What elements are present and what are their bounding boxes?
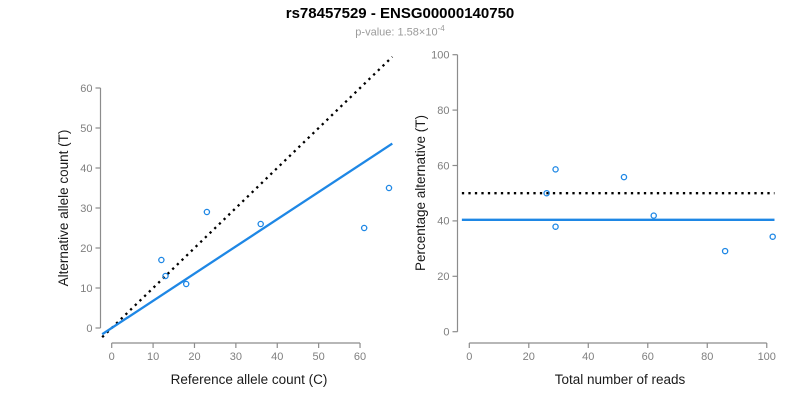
x-axis-title: Total number of reads: [555, 372, 686, 387]
y-tick-label: 0: [86, 323, 92, 335]
identity-line: [101, 55, 394, 339]
x-tick-label: 40: [582, 351, 594, 363]
y-tick-label: 20: [80, 243, 92, 255]
y-tick-label: 50: [80, 123, 92, 135]
data-point: [769, 233, 776, 240]
x-tick-label: 60: [642, 351, 654, 363]
data-point: [162, 272, 169, 280]
x-tick-label: 30: [230, 351, 242, 363]
data-point: [620, 173, 628, 181]
right-chart: 0 20 40 60 80 100 0 20 40 60 80 100 Total number of …: [413, 50, 776, 387]
x-tick-label: 10: [147, 351, 159, 363]
y-tick-label: 100: [431, 50, 449, 62]
left-chart: 0 10 20 30 40 50 60 0 10 20 30 40 50 60 Reference alle…: [56, 55, 394, 387]
y-tick-label: 30: [80, 203, 92, 215]
data-point: [543, 189, 550, 197]
y-axis-title: Percentage alternative (T): [413, 115, 428, 271]
x-tick-label: 0: [466, 351, 472, 363]
y-tick-label: 60: [437, 160, 449, 172]
data-point: [257, 220, 264, 228]
data-point: [721, 247, 729, 255]
data-point: [650, 212, 657, 219]
x-tick-label: 40: [271, 351, 283, 363]
page-title: rs78457529 - ENSG00000140750: [285, 5, 515, 22]
data-point: [158, 256, 165, 264]
x-tick-label: 50: [313, 351, 325, 363]
y-tick-label: 40: [80, 163, 92, 175]
pvalue-exponent: -4: [437, 24, 445, 33]
y-tick-label: 60: [80, 83, 92, 95]
fit-line: [101, 142, 393, 336]
y-axis-title: Alternative allele count (T): [56, 130, 71, 287]
y-tick-label: 20: [437, 271, 449, 283]
pvalue-subtitle: p-value: 1.58×10-4: [0, 24, 800, 39]
data-point: [203, 208, 211, 216]
data-point: [552, 166, 559, 173]
x-tick-label: 100: [758, 351, 776, 363]
x-tick-label: 60: [354, 351, 366, 363]
x-tick-label: 80: [701, 351, 713, 363]
pvalue-text: p-value: 1.58×10: [355, 26, 438, 39]
x-tick-label: 20: [188, 351, 200, 363]
y-tick-label: 0: [443, 327, 449, 339]
data-point: [552, 223, 559, 230]
data-point: [182, 280, 190, 288]
data-point: [385, 184, 393, 192]
y-tick-label: 40: [437, 216, 449, 228]
y-tick-label: 10: [80, 283, 92, 295]
x-tick-label: 20: [523, 351, 535, 363]
data-point: [360, 224, 368, 232]
x-tick-label: 0: [109, 351, 115, 363]
x-axis-title: Reference allele count (C): [171, 372, 328, 387]
y-tick-label: 80: [437, 105, 449, 117]
